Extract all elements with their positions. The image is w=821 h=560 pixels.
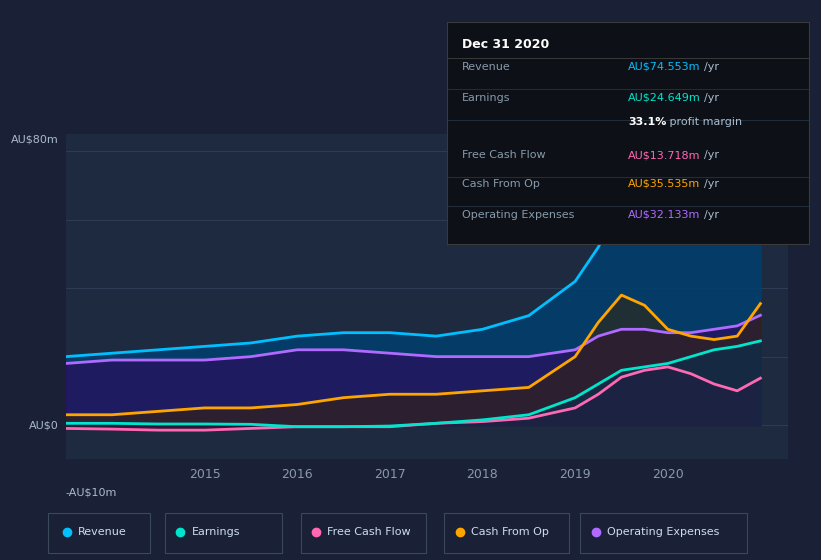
Text: -AU$10m: -AU$10m <box>66 488 117 498</box>
Text: Dec 31 2020: Dec 31 2020 <box>462 38 549 51</box>
Text: Free Cash Flow: Free Cash Flow <box>462 150 545 160</box>
Text: Earnings: Earnings <box>462 92 511 102</box>
Text: AU$35.535m: AU$35.535m <box>628 179 700 189</box>
Text: AU$32.133m: AU$32.133m <box>628 210 700 220</box>
Text: profit margin: profit margin <box>666 117 742 127</box>
Text: /yr: /yr <box>704 92 719 102</box>
Text: Earnings: Earnings <box>191 527 240 537</box>
Text: /yr: /yr <box>704 150 719 160</box>
Text: Revenue: Revenue <box>78 527 127 537</box>
Text: AU$24.649m: AU$24.649m <box>628 92 701 102</box>
Text: /yr: /yr <box>704 179 719 189</box>
Text: Cash From Op: Cash From Op <box>471 527 548 537</box>
Text: /yr: /yr <box>704 210 719 220</box>
Text: Operating Expenses: Operating Expenses <box>607 527 719 537</box>
Text: Free Cash Flow: Free Cash Flow <box>328 527 411 537</box>
Text: Cash From Op: Cash From Op <box>462 179 539 189</box>
Text: AU$80m: AU$80m <box>11 134 58 144</box>
Text: Revenue: Revenue <box>462 62 511 72</box>
Text: AU$0: AU$0 <box>29 420 58 430</box>
Text: AU$13.718m: AU$13.718m <box>628 150 700 160</box>
Text: AU$74.553m: AU$74.553m <box>628 62 700 72</box>
Text: /yr: /yr <box>704 62 719 72</box>
Text: 33.1%: 33.1% <box>628 117 667 127</box>
Text: Operating Expenses: Operating Expenses <box>462 210 574 220</box>
